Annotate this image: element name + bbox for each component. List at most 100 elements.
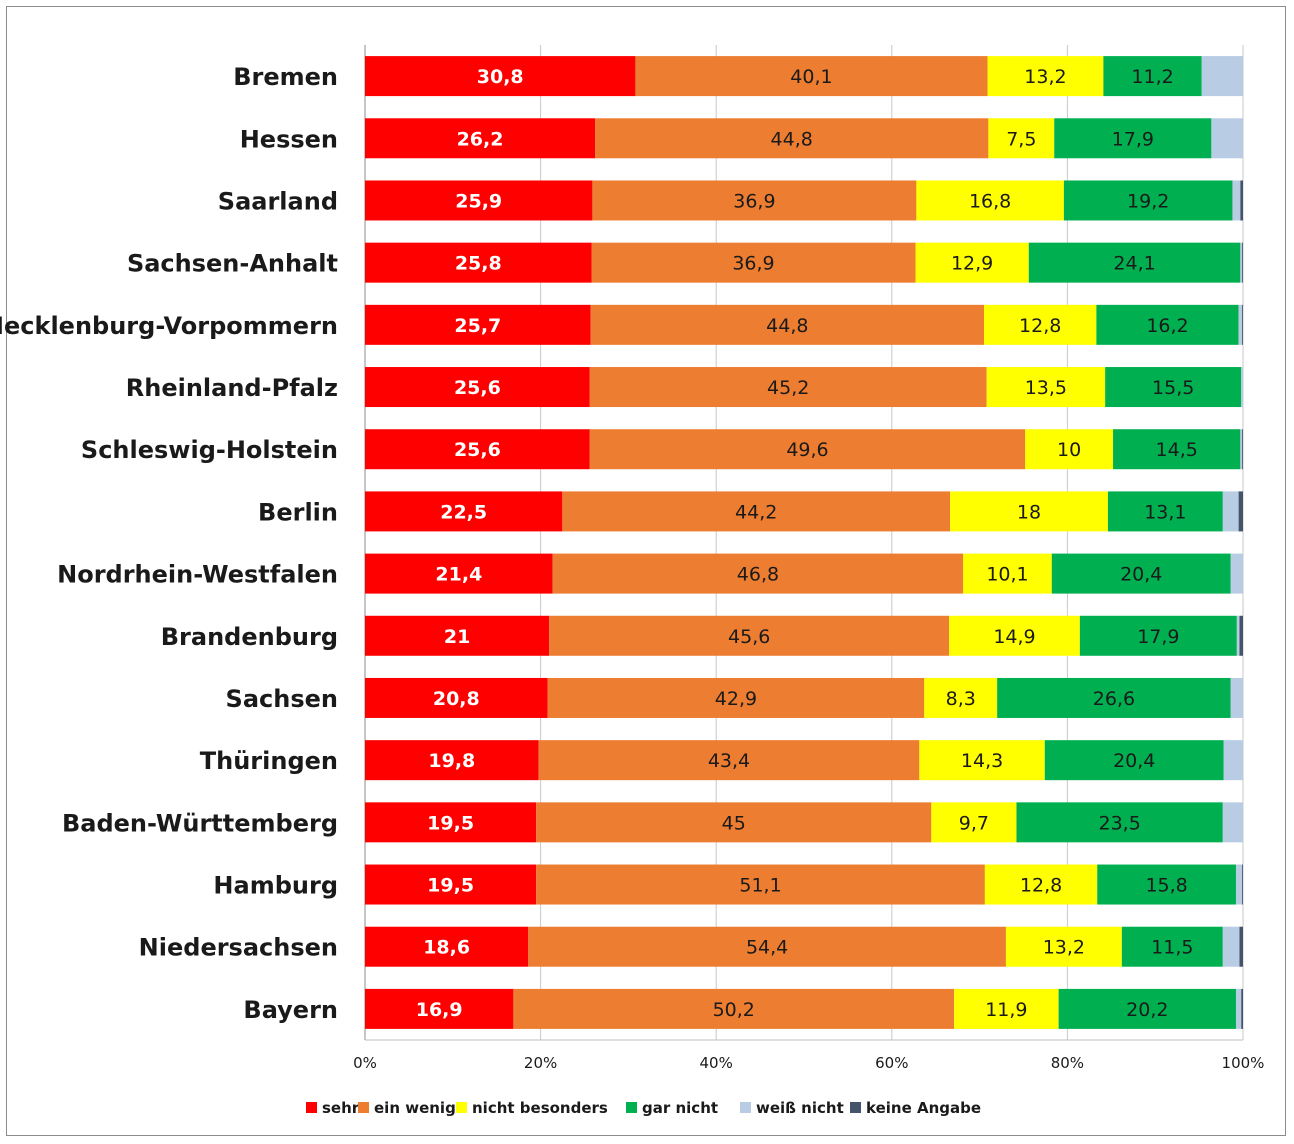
data-label: 25,7 <box>454 315 501 337</box>
bar-segment <box>1222 802 1243 843</box>
data-label: 42,9 <box>715 688 757 710</box>
bar-segment <box>365 118 596 159</box>
bar-segment <box>1239 615 1243 656</box>
bar-segment <box>590 304 984 345</box>
data-label: 13,5 <box>1025 377 1067 399</box>
x-tick-label: 0% <box>353 1054 377 1072</box>
bar-segment <box>365 740 539 781</box>
legend: sehr ein wenig nicht besonders gar nicht wei… <box>306 1099 981 1117</box>
bar-segment <box>365 491 563 532</box>
data-label: 50,2 <box>713 999 755 1021</box>
bar-segment <box>1223 740 1243 781</box>
bar-segment <box>1054 118 1212 159</box>
bar-segment <box>365 615 550 656</box>
bar-segment <box>365 926 529 967</box>
data-label: 25,6 <box>454 377 501 399</box>
bar-segment <box>1105 367 1242 408</box>
bar-segment <box>547 677 925 718</box>
data-label: 51,1 <box>739 875 781 897</box>
bar-segment <box>988 118 1055 159</box>
bar-segment <box>528 926 1006 967</box>
data-label: 11,2 <box>1131 66 1173 88</box>
bars: 30,8 40,1 13,2 11,2 26,2 44,8 7,5 17,9 25,9 36,9 1… <box>365 56 1243 1029</box>
bar-segment <box>552 553 964 594</box>
bar-segment <box>1096 304 1239 345</box>
data-label: 19,5 <box>427 875 474 897</box>
bar-segment <box>1107 491 1223 532</box>
bar-row: 19,5 45 9,7 23,5 <box>365 802 1243 843</box>
bar-segment <box>924 677 998 718</box>
bar-segment <box>1044 740 1224 781</box>
category-label: Bremen <box>233 63 338 91</box>
legend-swatch <box>850 1102 861 1113</box>
bar-segment <box>365 429 590 470</box>
legend-item: keine Angabe <box>850 1099 981 1117</box>
data-label: 16,2 <box>1146 315 1188 337</box>
data-label: 36,9 <box>733 190 775 212</box>
bar-segment <box>1230 553 1243 594</box>
legend-item: nicht besonders <box>456 1099 608 1117</box>
bar-segment <box>1201 56 1243 97</box>
bar-segment <box>983 304 1097 345</box>
data-label: 30,8 <box>477 66 524 88</box>
data-label: 19,2 <box>1127 190 1169 212</box>
bar-segment <box>365 304 591 345</box>
bar-segment <box>1238 304 1243 345</box>
bar-segment <box>1025 429 1114 470</box>
category-label: Sachsen-Anhalt <box>127 250 338 278</box>
bar-segment <box>513 988 955 1029</box>
bar-segment <box>954 988 1059 1029</box>
legend-item: weiß nicht <box>740 1099 844 1117</box>
category-label: Niedersachsen <box>139 934 338 962</box>
bar-row: 16,9 50,2 11,9 20,2 <box>365 988 1243 1029</box>
bar-segment <box>997 677 1231 718</box>
category-label: Berlin <box>258 498 338 526</box>
bar-segment <box>986 367 1106 408</box>
data-label: 20,8 <box>433 688 480 710</box>
bar-segment <box>365 988 514 1029</box>
data-label: 15,5 <box>1152 377 1194 399</box>
bar-segment <box>1113 429 1241 470</box>
bar-segment <box>1121 926 1223 967</box>
data-label: 21 <box>444 626 470 648</box>
bar-segment <box>365 56 636 97</box>
category-labels: Bremen Hessen Saarland Sachsen-Anhalt Meckle… <box>0 63 338 1024</box>
category-label: Brandenburg <box>161 623 338 651</box>
bar-segment <box>987 56 1104 97</box>
bar-segment <box>931 802 1017 843</box>
bar-row: 25,6 45,2 13,5 15,5 <box>365 367 1243 408</box>
data-label: 14,5 <box>1156 439 1198 461</box>
category-label: Thüringen <box>200 747 338 775</box>
bar-segment <box>915 242 1029 283</box>
bar-segment <box>1235 864 1243 905</box>
data-label: 20,2 <box>1126 999 1168 1021</box>
bar-segment <box>365 802 537 843</box>
category-label: Hessen <box>240 125 338 153</box>
bar-segment <box>365 242 592 283</box>
bar-segment <box>549 615 950 656</box>
bar-segment <box>536 802 932 843</box>
bar-segment <box>1241 367 1243 408</box>
data-label: 22,5 <box>440 501 487 523</box>
bar-segment <box>589 367 987 408</box>
data-label: 44,2 <box>735 501 777 523</box>
data-label: 45,6 <box>728 626 770 648</box>
bar-segment <box>1058 988 1236 1029</box>
data-label: 23,5 <box>1098 812 1140 834</box>
legend-swatch <box>456 1102 467 1113</box>
bar-segment <box>365 180 593 221</box>
data-label: 12,9 <box>951 253 993 275</box>
data-label: 21,4 <box>435 564 482 586</box>
data-label: 40,1 <box>790 66 832 88</box>
bar-segment <box>919 740 1045 781</box>
bar-row: 25,6 49,6 10 14,5 <box>365 429 1243 470</box>
data-label: 11,5 <box>1151 937 1193 959</box>
data-label: 12,8 <box>1020 875 1062 897</box>
x-tick-label: 40% <box>700 1054 733 1072</box>
x-tick-labels: 0% 20% 40% 60% 80% 100% <box>353 1054 1264 1072</box>
bar-segment <box>538 740 920 781</box>
data-label: 36,9 <box>732 253 774 275</box>
data-label: 19,5 <box>427 812 474 834</box>
bar-segment <box>1240 429 1243 470</box>
